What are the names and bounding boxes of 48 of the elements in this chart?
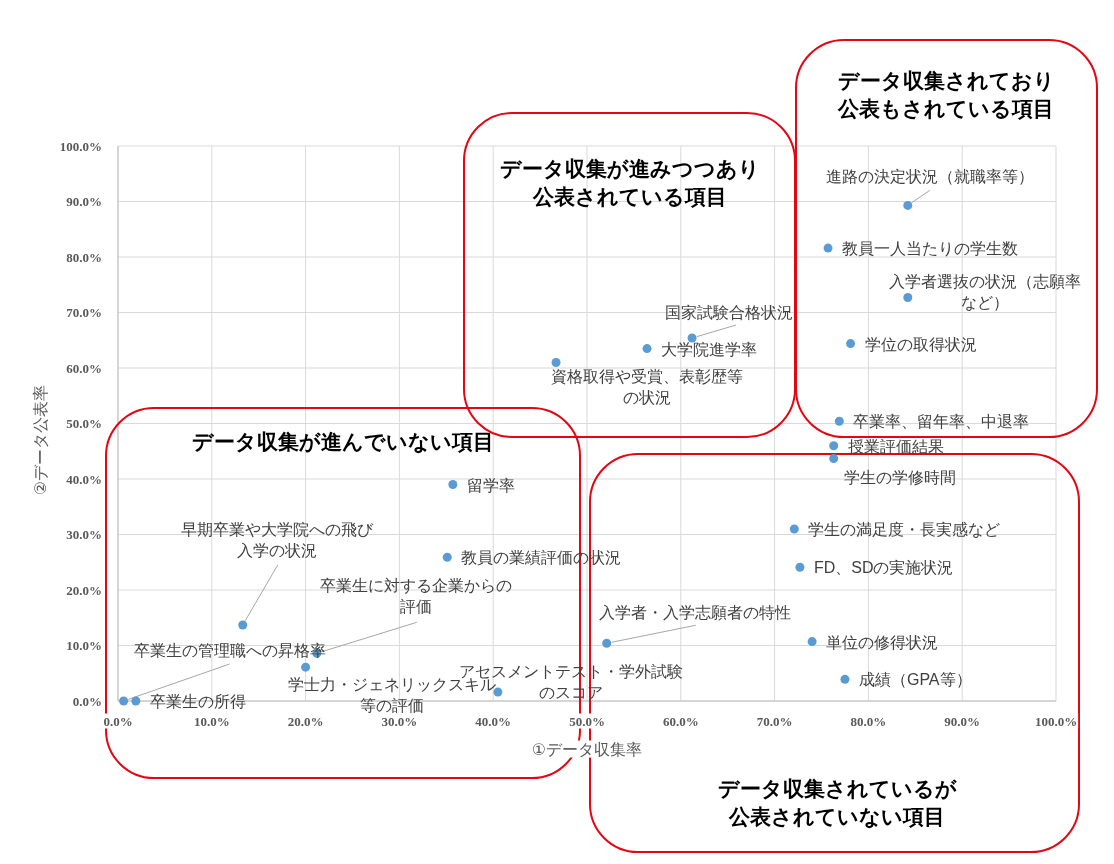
y-tick-label: 90.0% [66,194,102,209]
y-tick-label: 30.0% [66,527,102,542]
y-tick-label: 40.0% [66,471,102,487]
annotation: 授業評価結果 [847,437,944,455]
annotation: 学位の取得状況 [864,335,977,353]
x-tick-label: 10.0% [193,713,230,729]
x-tick-label: 20.0% [287,713,324,729]
annotation: 学生の満足度・長実感など [808,520,1001,538]
x-tick-label: 0.0% [103,713,133,729]
annotation: FD、SDの実施状況 [813,558,954,576]
annotation: データ収集が進んでいない項目 [192,429,494,454]
y-tick-label: 70.0% [66,305,102,320]
y-tick-label: 100.0% [59,138,102,154]
x-tick-label: 30.0% [381,713,418,729]
annotation: データ収集が進みつつあり公表されている項目 [500,156,760,208]
text: データ収集されており公表もされている項目 [837,68,1055,120]
annotation: 入学者・入学志願者の特性 [598,603,791,621]
text: データ収集されているが公表されていない項目 [717,776,957,829]
x-tick-label: 100.0% [1034,713,1078,729]
annotation: 卒業生の所得 [149,692,246,710]
annotation: 早期卒業や大学院への飛び入学の状況 [180,520,374,559]
x-tick-label: 40.0% [475,713,512,729]
x-tick-label: 50.0% [569,713,605,729]
annotation: 留学率 [466,476,515,494]
annotation: 卒業率、留年率、中退率 [853,412,1030,430]
annotation: 卒業生に対する企業からの評価 [319,576,512,615]
y-tick-label: 10.0% [66,638,102,653]
x-tick-label: 60.0% [662,713,699,729]
y-tick-label: 0.0% [72,693,102,709]
y-axis-title: ②データ公表率 [31,384,49,496]
y-tick-label: 50.0% [66,416,102,431]
annotation: 入学者選抜の状況（志願率など） [888,272,1081,311]
annotation: 学生の学修時間 [843,468,956,486]
annotation: 教員一人当たりの学生数 [842,239,1019,257]
annotation: 大学院進学率 [661,340,758,358]
x-tick-label: 70.0% [756,713,793,729]
annotation: 単位の修得状況 [826,633,939,651]
annotation: 卒業生の管理職への昇格率 [133,641,326,659]
y-tick-label: 60.0% [66,360,102,376]
annotation: 資格取得や受賞、表彰歴等の状況 [551,367,744,406]
annotation: 国家試験合格状況 [665,303,794,321]
annotation: 成績（GPA等） [858,670,972,688]
x-tick-label: 80.0% [850,713,887,729]
y-tick-label: 80.0% [66,249,102,265]
annotation: 進路の決定状況（就職率等） [825,167,1034,185]
y-tick-label: 20.0% [66,582,102,598]
x-axis-title: ①データ収集率 [531,740,643,758]
x-tick-label: 90.0% [944,713,981,729]
